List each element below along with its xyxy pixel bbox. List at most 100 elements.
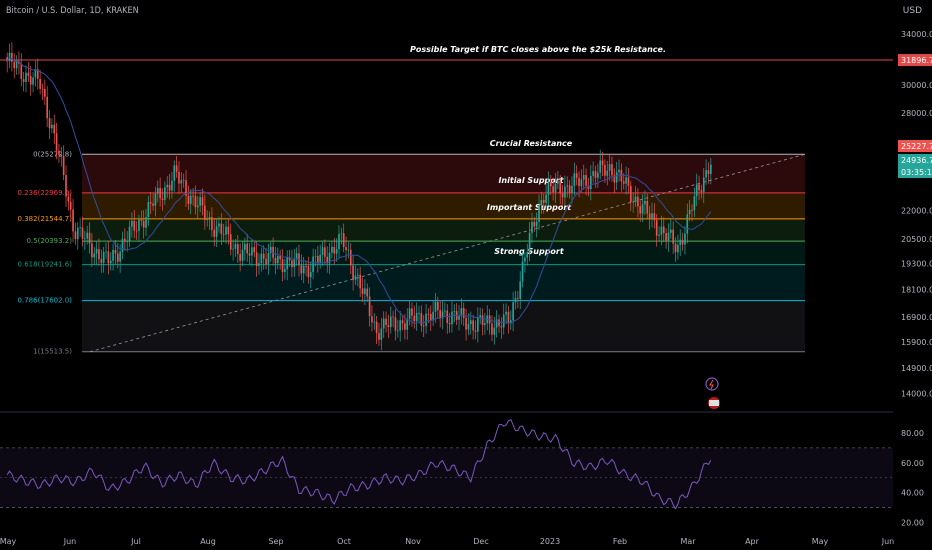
fib-level-label: 0(25272.8): [33, 150, 72, 158]
candle-body: [521, 261, 524, 282]
candle-body: [335, 249, 338, 254]
candle-body: [526, 252, 529, 258]
candle-body: [124, 238, 126, 242]
candle-body: [702, 177, 705, 192]
fib-level-label: 1(15513.5): [33, 348, 72, 356]
candle-body: [307, 266, 310, 278]
candle-body: [161, 198, 164, 200]
candle-body: [86, 232, 89, 239]
candle-body: [458, 315, 460, 320]
candle-body: [102, 252, 105, 263]
candle-body: [615, 172, 618, 183]
candle-body: [698, 184, 700, 191]
candle-body: [394, 317, 397, 331]
candle-body: [72, 209, 74, 232]
candle-body: [437, 301, 439, 311]
candle-body: [105, 251, 107, 253]
candle-body: [159, 188, 161, 199]
candle-body: [352, 265, 354, 280]
candle-body: [300, 265, 303, 274]
candle-body: [131, 220, 133, 227]
candle-body: [25, 72, 27, 82]
candle-body: [286, 257, 289, 270]
candle-body: [279, 255, 281, 260]
candle-body: [180, 180, 183, 184]
rsi-y-tick-label: 80.00: [901, 429, 924, 438]
candle-body: [175, 165, 178, 172]
y-tick-label: 15900.0: [901, 338, 932, 347]
candle-body: [293, 258, 296, 268]
candle-body: [389, 316, 392, 328]
candle-body: [199, 197, 201, 206]
candle-body: [625, 177, 627, 184]
candle-body: [255, 252, 258, 266]
candle-body: [542, 199, 545, 203]
candle-body: [53, 124, 56, 134]
candle-body: [236, 244, 239, 255]
trend-line: [89, 153, 806, 353]
candle-body: [618, 169, 620, 173]
candle-body: [684, 233, 686, 245]
candle-body: [27, 72, 30, 76]
candle-body: [441, 311, 444, 319]
candle-body: [194, 196, 197, 208]
candle-body: [693, 196, 696, 211]
candle-body: [495, 319, 498, 328]
candle-body: [535, 221, 538, 227]
candle-body: [507, 311, 510, 324]
candle-body: [333, 246, 336, 254]
candle-body: [444, 310, 446, 312]
candle-body: [608, 164, 611, 171]
y-tick-label: 19300.0: [901, 259, 932, 268]
candle-body: [411, 308, 413, 316]
candle-body: [116, 253, 119, 262]
candle-body: [354, 275, 357, 280]
candle-body: [84, 238, 86, 240]
candle-body: [142, 220, 145, 228]
candle-body: [265, 258, 267, 264]
candle-body: [182, 180, 185, 182]
candle-body: [592, 171, 594, 176]
candle-body: [246, 243, 249, 254]
candle-body: [220, 223, 223, 235]
fib-level-label: 0.382(21544.7): [18, 215, 73, 223]
candle-body: [498, 319, 500, 327]
candle-body: [314, 255, 317, 257]
symbol-title: Bitcoin / U.S. Dollar, 1D, KRAKEN: [6, 6, 139, 16]
candle-body: [669, 229, 672, 233]
candle-body: [677, 244, 679, 253]
candle-body: [578, 177, 580, 187]
candle-body: [48, 118, 51, 129]
candle-body: [206, 219, 209, 220]
candle-body: [149, 202, 152, 204]
candle-body: [566, 185, 569, 187]
candle-body: [632, 201, 634, 203]
fib-level-label: 0.786(17602.0): [18, 297, 73, 305]
candle-body: [601, 160, 604, 165]
candle-body: [434, 301, 437, 312]
candle-body: [41, 88, 44, 90]
candle-body: [474, 330, 477, 332]
candle-body: [573, 173, 576, 186]
candle-body: [20, 63, 23, 80]
price-badge: [898, 54, 932, 67]
candle-body: [597, 172, 599, 178]
x-tick-label: May: [812, 537, 829, 546]
candle-body: [637, 196, 639, 207]
candle-body: [375, 321, 378, 333]
fib-band: [82, 218, 805, 242]
candle-body: [227, 226, 230, 235]
x-tick-label: Aug: [200, 537, 216, 546]
candle-body: [138, 219, 140, 231]
candle-body: [564, 186, 566, 198]
candle-body: [401, 320, 404, 324]
candle-body: [269, 246, 272, 253]
candle-body: [582, 175, 585, 180]
candle-body: [589, 175, 592, 190]
candle-body: [709, 164, 712, 175]
x-tick-label: Mar: [680, 537, 696, 546]
candle-body: [580, 179, 583, 187]
x-tick-label: Jun: [63, 537, 77, 546]
rsi-y-tick-label: 40.00: [901, 489, 924, 498]
